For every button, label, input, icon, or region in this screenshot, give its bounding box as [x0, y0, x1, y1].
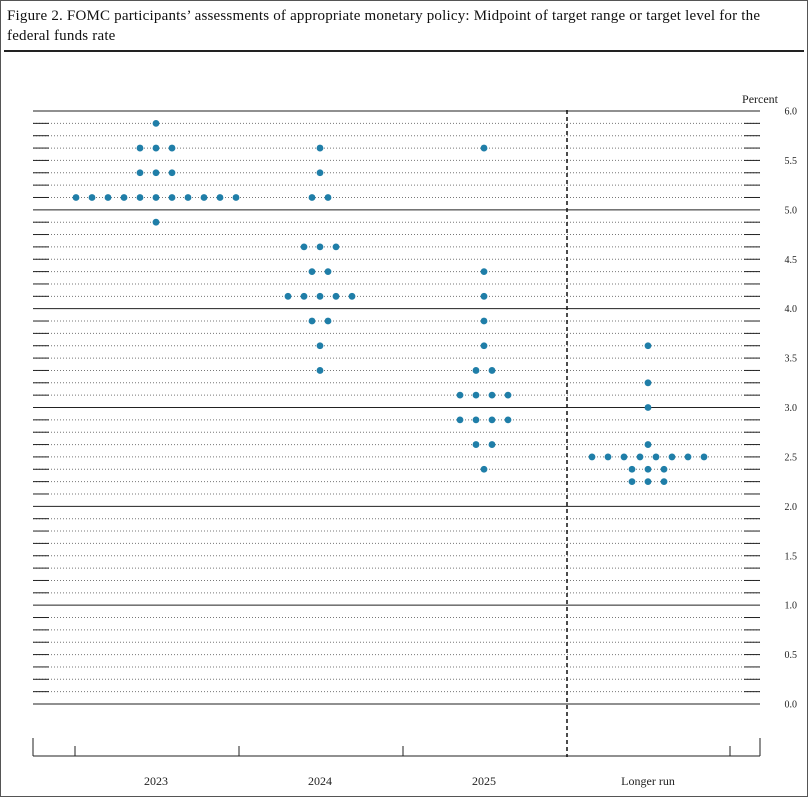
- dot-longer-run: [604, 453, 612, 461]
- dot-longer-run: [700, 453, 708, 461]
- dot-longer-run: [668, 453, 676, 461]
- figure-title: Figure 2. FOMC participants’ assessments…: [7, 8, 761, 44]
- dot-longer-run: [636, 453, 644, 461]
- dot-2023: [104, 194, 112, 201]
- dot-2025: [480, 465, 488, 473]
- dot-2025: [456, 416, 464, 424]
- dot-2025: [504, 416, 512, 424]
- y-tick-label: 5.5: [785, 156, 798, 167]
- y-tick-label: 4.0: [785, 304, 798, 315]
- y-axis-unit-label: Percent: [742, 92, 779, 106]
- y-tick-label: 0.0: [785, 700, 798, 711]
- dot-2023: [152, 119, 160, 127]
- dot-2023: [168, 144, 176, 152]
- dot-2023: [136, 144, 144, 152]
- dot-longer-run: [660, 478, 668, 486]
- dot-2025: [472, 391, 480, 399]
- dot-2025: [480, 268, 488, 276]
- dot-2025: [480, 342, 488, 350]
- dots: [72, 119, 708, 486]
- dot-2024: [300, 243, 308, 251]
- dot-2025: [480, 317, 488, 325]
- dot-2023: [168, 194, 176, 201]
- dot-2024: [284, 292, 292, 300]
- dot-2024: [348, 292, 356, 300]
- dot-longer-run: [628, 465, 636, 473]
- dot-2024: [332, 292, 340, 300]
- dot-2025: [480, 144, 488, 152]
- dot-2024: [316, 169, 324, 177]
- dot-2024: [324, 194, 332, 201]
- dot-2023: [168, 169, 176, 177]
- y-tick-label: 1.0: [785, 601, 798, 612]
- dot-2024: [316, 342, 324, 350]
- dot-2023: [152, 218, 160, 226]
- dot-longer-run: [644, 465, 652, 473]
- dot-longer-run: [644, 342, 652, 350]
- dot-2025: [488, 391, 496, 399]
- dot-2025: [488, 416, 496, 424]
- dot-longer-run: [652, 453, 660, 461]
- y-tick-label: 3.5: [785, 354, 798, 365]
- dot-2024: [316, 367, 324, 374]
- dot-2025: [456, 391, 464, 399]
- dot-2025: [504, 391, 512, 399]
- dot-longer-run: [620, 453, 628, 461]
- dot-2025: [472, 367, 480, 374]
- dot-2024: [300, 292, 308, 300]
- dot-2023: [120, 194, 128, 201]
- dot-2025: [488, 367, 496, 374]
- dot-2025: [472, 416, 480, 424]
- x-tick-label: 2024: [308, 774, 332, 788]
- y-tick-label: 6.0: [785, 107, 798, 118]
- dot-2024: [308, 268, 316, 276]
- y-tick-label: 1.5: [785, 551, 798, 562]
- y-tick-label: 4.5: [785, 255, 798, 266]
- y-axis-ticks: 6.0 5.5 5.0 4.5 4.0 3.5 3.0 2.5 2.0 1.5 1.0 0.5 0.0: [785, 107, 798, 711]
- dot-2023: [152, 144, 160, 152]
- dot-longer-run: [684, 453, 692, 461]
- dot-longer-run: [628, 478, 636, 486]
- dot-2024: [308, 194, 316, 201]
- y-tick-label: 0.5: [785, 650, 798, 661]
- dot-2024: [324, 317, 332, 325]
- dot-longer-run: [644, 478, 652, 486]
- dot-2023: [184, 194, 192, 201]
- dot-2024: [324, 268, 332, 276]
- dot-2024: [316, 144, 324, 152]
- dot-2023: [232, 194, 240, 201]
- gridlines: [33, 110, 760, 705]
- dot-2023: [200, 194, 208, 201]
- dot-2023: [72, 194, 80, 201]
- dot-2025: [472, 441, 480, 448]
- x-tick-label: 2025: [472, 774, 496, 788]
- dot-2024: [316, 243, 324, 251]
- dot-2023: [136, 194, 144, 201]
- y-tick-label: 5.0: [785, 205, 798, 216]
- dot-2025: [480, 292, 488, 300]
- title-rule: [4, 50, 804, 52]
- dot-2025: [488, 441, 496, 448]
- dot-2023: [136, 169, 144, 177]
- dot-2024: [316, 292, 324, 300]
- y-tick-label: 2.5: [785, 452, 798, 463]
- y-tick-label: 3.0: [785, 403, 798, 414]
- dot-2023: [216, 194, 224, 201]
- dot-2024: [308, 317, 316, 325]
- x-tick-label: 2023: [144, 774, 168, 788]
- dot-longer-run: [644, 379, 652, 387]
- x-axis: 2023 2024 2025 Longer run: [32, 738, 761, 788]
- y-tick-label: 2.0: [785, 502, 798, 513]
- dot-longer-run: [644, 404, 652, 411]
- dot-longer-run: [644, 441, 652, 448]
- dot-2023: [152, 169, 160, 177]
- dot-2024: [332, 243, 340, 251]
- dot-2023: [88, 194, 96, 201]
- dot-2023: [152, 194, 160, 201]
- dot-longer-run: [660, 465, 668, 473]
- x-tick-label: Longer run: [621, 774, 675, 788]
- dot-longer-run: [588, 453, 596, 461]
